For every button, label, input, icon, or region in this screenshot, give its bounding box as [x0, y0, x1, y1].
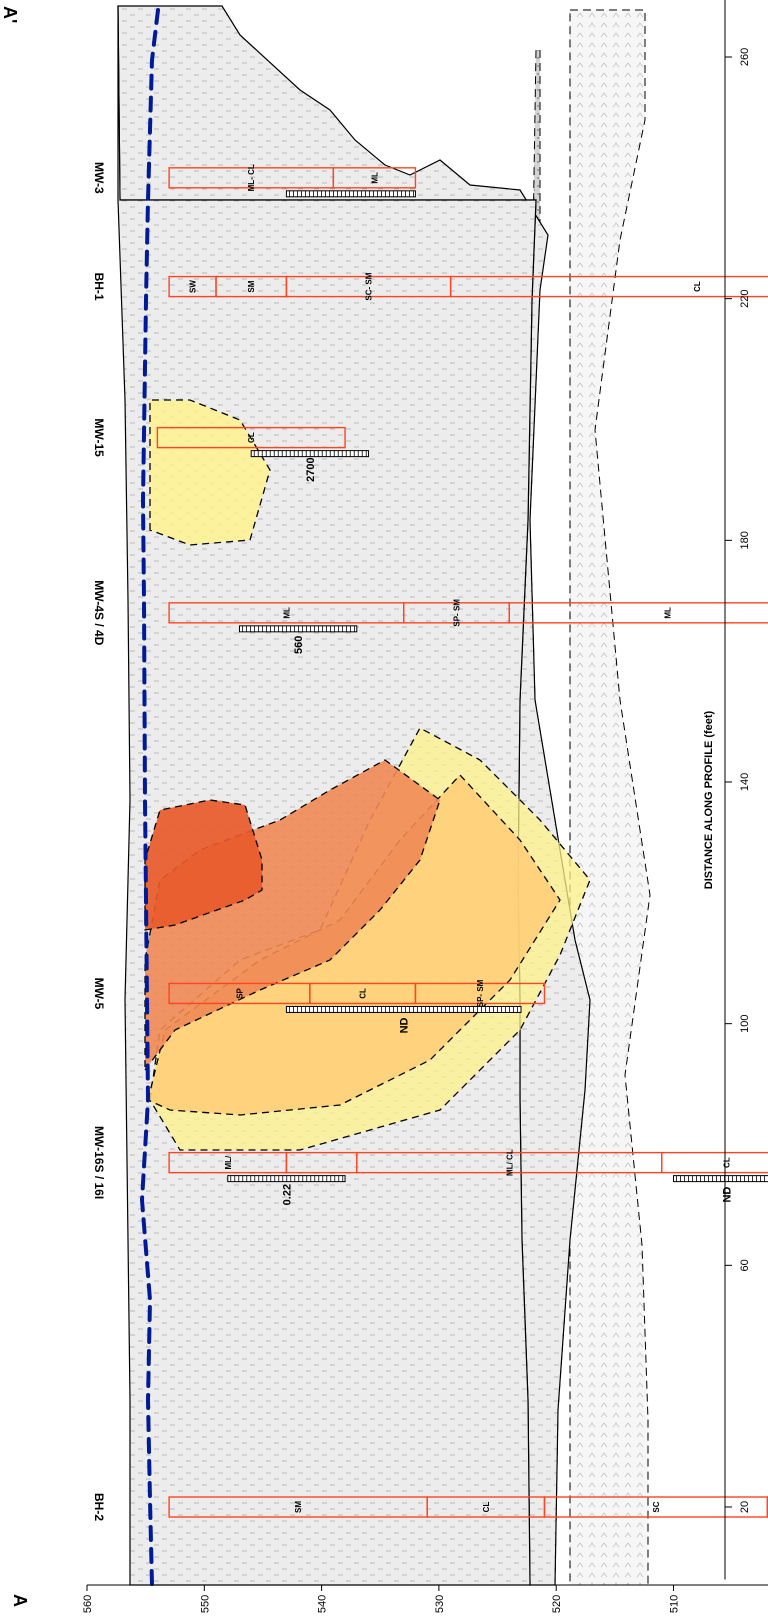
distance-tick-label: 180 [739, 531, 751, 549]
elevation-tick-label: 510 [669, 1595, 681, 1613]
boring-unit-label: SP [235, 987, 244, 998]
boring: CL 2700 MW-15 [92, 418, 370, 482]
boring-unit [661, 1151, 768, 1174]
boring-unit-label: CL [693, 281, 702, 292]
distance-tick-label: 100 [739, 1014, 751, 1032]
boring: SMCLSCCLSMSM-TIIIML-TIIIBH-2 [92, 1493, 768, 1521]
section-end-right: A' [0, 6, 20, 23]
boring-unit-label: ML [282, 607, 291, 619]
boring-unit-label: SC [652, 1501, 661, 1512]
boring-name: MW-5 [92, 978, 106, 1010]
elevation-tick-label: 550 [199, 1595, 211, 1613]
distance-tick-label: 220 [739, 289, 751, 307]
boring-unit-label: ML/ [224, 1155, 233, 1170]
water-table [139, 8, 160, 1587]
boring-unit-label: SP- SM [452, 599, 461, 627]
well-screen [285, 1005, 522, 1013]
borings: SMCLSCCLSMSM-TIIIML-TIIIBH-2ML/ML/ CLCL0… [92, 162, 768, 1521]
boring-unit-label: ML- CL [247, 164, 256, 191]
boring-unit-label: SC- SM [365, 272, 374, 300]
boring-name: MW-15 [92, 418, 106, 457]
elevation-tick-label: 530 [434, 1595, 446, 1613]
boring-unit-label: CL [247, 432, 256, 443]
distance-tick-label: 20 [739, 1501, 751, 1513]
boring-unit-label: CL [722, 1157, 731, 1168]
screen-result-label: ND [721, 1187, 733, 1203]
boring-name: MW-3 [92, 162, 106, 194]
boring-name: BH-1 [92, 273, 106, 301]
distance-tick-label: 260 [739, 48, 751, 66]
distance-tick-label: 140 [739, 773, 751, 791]
boring-unit [156, 426, 346, 449]
boring-unit [766, 1496, 768, 1518]
screen-result-label: 2700 [305, 457, 317, 481]
distance-tick-label: 60 [739, 1259, 751, 1271]
boring-name: MW-16S / 16I [92, 1126, 106, 1199]
elevation-tick-label: 560 [82, 1595, 94, 1613]
well-screen [285, 190, 416, 198]
elevation-tick-label: 540 [317, 1595, 329, 1613]
axes: 5605505405305205105004904804704604502060… [82, 0, 768, 1613]
screen-result-label: 0.22 [281, 1184, 293, 1205]
till-unit [569, 9, 651, 1586]
boring-name: MW-4S / 4D [92, 580, 106, 645]
boring-unit-label: CL [359, 988, 368, 999]
boring-unit [414, 982, 546, 1005]
x-axis-label: DISTANCE ALONG PROFILE (feet) [703, 710, 715, 889]
section-end-left: A [10, 1594, 30, 1607]
screen-result-label: 560 [293, 636, 305, 654]
boring-unit-label: ML/ CL [505, 1149, 514, 1176]
boring-unit [449, 275, 768, 298]
boring: SP CL SP- SM ND MW-5 [92, 978, 546, 1033]
plume-east [149, 399, 271, 546]
boring-unit [332, 167, 417, 189]
boring: ML- CL ML MW-3 [92, 162, 417, 198]
boring-unit-label: SM [294, 1501, 303, 1513]
boring: ML/ML/ CL CL 0.22 ND MW-16S / 16I [92, 1126, 768, 1205]
boring-name: BH-2 [92, 1493, 106, 1521]
boring-unit-label: SP- SM [476, 979, 485, 1007]
plume-core [144, 799, 263, 931]
boring-unit-label: ML [664, 607, 673, 619]
boring-unit-label: SM [247, 280, 256, 292]
section-labels: A A' [0, 6, 30, 1607]
boring-unit-label: ML [370, 172, 379, 184]
boring-unit-label: SW [189, 280, 198, 293]
elevation-tick-label: 520 [551, 1595, 563, 1613]
screen-result-label: ND [399, 1017, 411, 1033]
boring-unit [508, 602, 768, 624]
boring-unit-label: CL [482, 1502, 491, 1513]
plume [144, 399, 591, 1151]
